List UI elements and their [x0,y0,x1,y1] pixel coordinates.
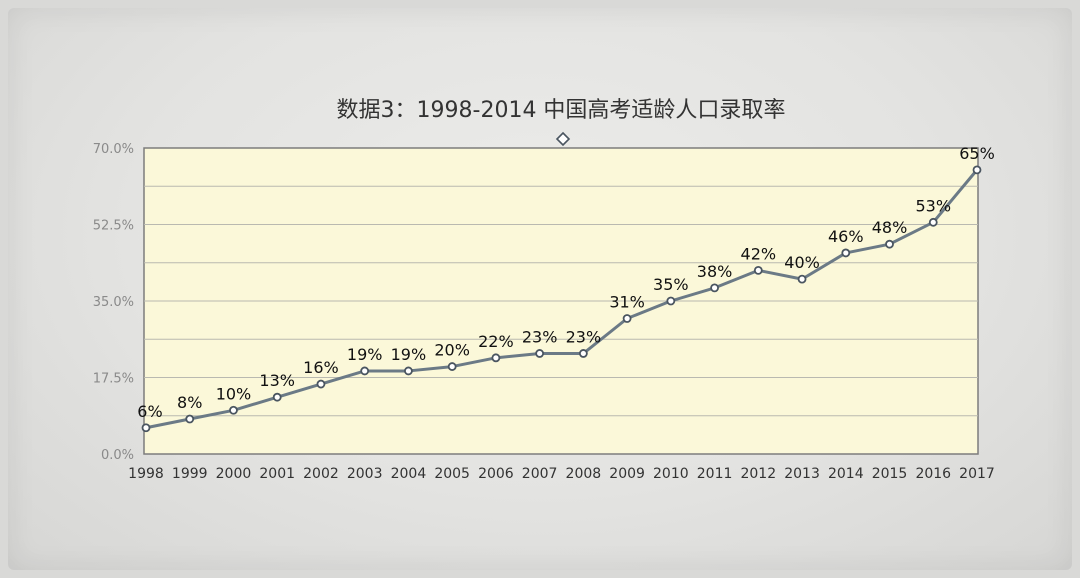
data-point [841,248,851,258]
data-label: 53% [915,196,951,215]
data-label: 19% [391,345,427,364]
y-tick-label: 17.5% [93,372,134,387]
x-tick-label: 2016 [915,466,951,482]
chart-card: 数据3：1998-2014 中国高考适龄人口录取率 0.0% 17.5% 35.0%… [8,8,1072,570]
data-point [666,296,676,306]
y-axis: 0.0% 17.5% 35.0% 52.5% 70.0% [93,142,134,463]
data-label: 40% [784,253,820,272]
y-tick-label: 0.0% [101,448,134,463]
x-tick-label: 1998 [128,466,164,482]
x-tick-label: 2010 [653,466,689,482]
x-tick-label: 2006 [478,466,514,482]
data-point [185,414,195,424]
data-point [797,274,807,284]
y-tick-label: 70.0% [93,142,134,157]
x-tick-label: 1999 [172,466,208,482]
y-tick-label: 52.5% [93,219,134,234]
data-label: 65% [959,144,995,163]
data-label: 16% [303,358,339,377]
data-label: 19% [347,345,383,364]
data-point [972,165,982,175]
data-point [753,265,763,275]
data-point [491,353,501,363]
x-tick-label: 2001 [259,466,295,482]
x-tick-label: 2014 [828,466,864,482]
data-points [141,165,982,433]
data-label: 46% [828,227,864,246]
x-tick-label: 2011 [697,466,733,482]
x-tick-label: 2012 [740,466,776,482]
series-line [145,168,979,430]
x-tick-label: 2017 [959,466,995,482]
data-point [229,405,238,415]
data-point [141,423,151,433]
x-axis: 1998 1999 2000 2001 2002 2003 2004 2005 2006 2007… [128,466,995,482]
data-label: 6% [137,402,162,421]
x-tick-label: 2009 [609,466,645,482]
data-point [928,217,938,227]
data-label: 31% [609,292,645,311]
x-tick-label: 2003 [347,466,383,482]
data-label: 10% [216,384,252,403]
data-point [535,349,545,358]
data-point [404,366,413,376]
x-tick-label: 2013 [784,466,820,482]
x-tick-label: 2015 [872,466,908,482]
grid-lines [144,185,978,417]
data-label: 22% [478,332,514,351]
data-point [885,239,894,249]
chart-title: 数据3：1998-2014 中国高考适龄人口录取率 [337,98,786,123]
x-tick-label: 2000 [216,466,252,482]
line-chart: 数据3：1998-2014 中国高考适龄人口录取率 0.0% 17.5% 35.0%… [93,98,995,482]
x-tick-label: 2008 [566,466,602,482]
data-label: 13% [259,371,295,390]
legend [555,131,571,147]
x-tick-label: 2004 [391,466,427,482]
data-labels: 6% 8% 10% 13% 16% 19% 19% 20% 22% 23% 23% 31% 35% 38%… [137,144,994,421]
data-label: 48% [872,218,908,237]
data-point [360,366,370,376]
legend-marker [555,131,571,147]
series-line [145,168,979,430]
x-tick-label: 2002 [303,466,339,482]
x-tick-label: 2007 [522,466,558,482]
data-point [272,392,282,402]
data-point [622,314,632,323]
data-label: 35% [653,275,689,294]
data-point [316,379,326,389]
data-point [447,362,457,371]
x-tick-label: 2005 [434,466,470,482]
data-label: 42% [741,244,777,263]
data-label: 23% [522,327,558,346]
data-point [710,283,719,293]
data-label: 23% [566,327,602,346]
y-tick-label: 35.0% [93,295,134,310]
data-point [578,349,588,358]
data-label: 20% [434,341,470,360]
data-label: 38% [697,262,733,281]
data-label: 8% [177,393,202,412]
